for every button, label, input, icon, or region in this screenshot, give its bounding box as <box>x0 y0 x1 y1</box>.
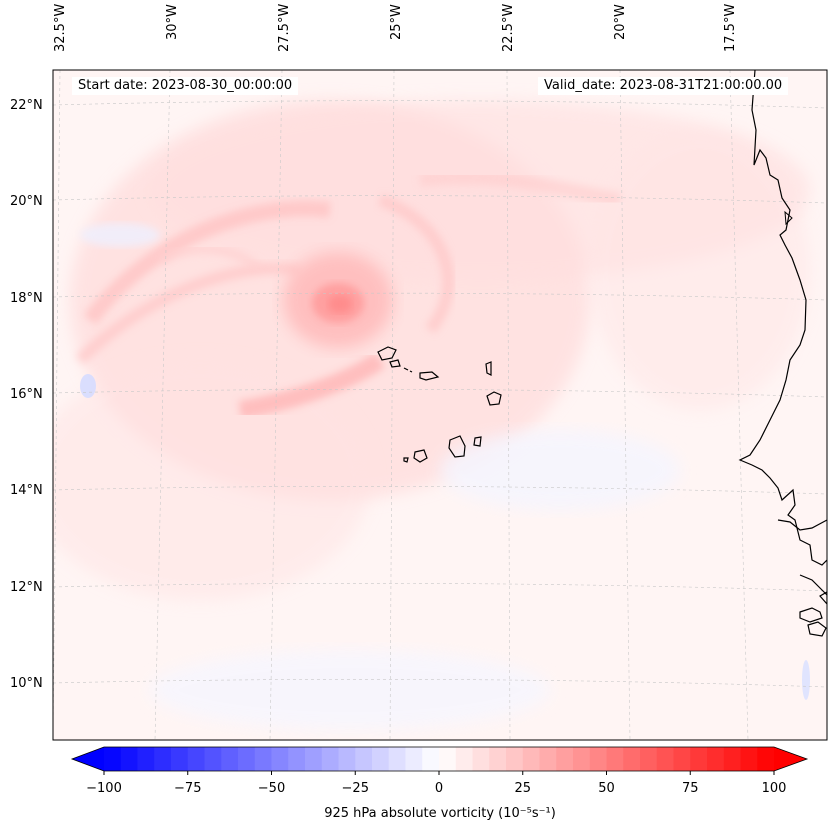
colorbar-tick-label: −25 <box>341 781 369 796</box>
lat-tick-label: 16°N <box>10 387 43 402</box>
colorbar-segment <box>321 747 340 771</box>
colorbar-segment <box>221 747 239 771</box>
colorbar-segment <box>757 747 775 771</box>
colorbar-segment <box>171 747 189 771</box>
colorbar-segment <box>455 747 474 771</box>
colorbar-segment <box>472 747 490 771</box>
graticule <box>53 70 827 740</box>
start-date-label: Start date: 2023-08-30_00:00:00 <box>72 77 299 95</box>
lon-tick-label: 25°W <box>389 4 404 40</box>
colorbar-max-extend <box>774 747 807 771</box>
colorbar <box>70 746 809 775</box>
colorbar-segment <box>723 747 742 771</box>
colorbar-segment <box>539 747 557 771</box>
colorbar-segment <box>522 747 541 771</box>
lat-tick-label: 12°N <box>10 580 43 595</box>
cabo-verde-islands <box>377 346 502 463</box>
vorticity-field <box>53 70 827 740</box>
colorbar-segment <box>573 747 591 771</box>
lat-tick-label: 20°N <box>10 194 43 209</box>
lat-tick-label: 10°N <box>10 676 43 691</box>
africa-coastline <box>738 70 827 566</box>
colorbar-segment <box>372 747 390 771</box>
lon-tick-label: 20°W <box>613 4 628 40</box>
colorbar-segment <box>707 747 725 771</box>
colorbar-tick-label: 0 <box>434 781 444 796</box>
colorbar-min-extend <box>72 747 104 771</box>
colorbar-segment <box>506 747 524 771</box>
colorbar-segment <box>154 747 172 771</box>
colorbar-tick-label: 25 <box>514 781 532 796</box>
colorbar-tick-label: −50 <box>257 781 286 796</box>
colorbar-segment <box>640 747 658 771</box>
colorbar-segment <box>254 747 273 771</box>
colorbar-segment <box>338 747 356 771</box>
colorbar-segment <box>439 747 457 771</box>
colorbar-segment <box>355 747 373 771</box>
colorbar-segment <box>104 747 122 771</box>
colorbar-segment <box>388 747 407 771</box>
colorbar-segment <box>673 747 691 771</box>
colorbar-segment <box>204 747 222 771</box>
colorbar-segment <box>238 747 256 771</box>
colorbar-segment <box>422 747 440 771</box>
colorbar-tick-label: 75 <box>681 781 699 796</box>
colorbar-segment <box>187 747 206 771</box>
lon-tick-label: 17.5°W <box>723 3 738 52</box>
colorbar-segment <box>690 747 708 771</box>
colorbar-label: 925 hPa absolute vorticity (10⁻⁵s⁻¹) <box>324 806 556 821</box>
colorbar-segment <box>405 747 423 771</box>
colorbar-tick-label: −75 <box>174 781 202 796</box>
colorbar-segment <box>288 747 306 771</box>
colorbar-segment <box>120 747 139 771</box>
colorbar-tick-label: 50 <box>598 781 615 796</box>
colorbar-tick-label: −100 <box>86 781 122 796</box>
colorbar-segment <box>606 747 624 771</box>
lat-tick-label: 18°N <box>10 291 43 306</box>
colorbar-segment <box>137 747 155 771</box>
colorbar-tick-label: 100 <box>761 781 787 796</box>
colorbar-segment <box>489 747 507 771</box>
colorbar-segment <box>589 747 608 771</box>
colorbar-segment <box>656 747 675 771</box>
colorbar-segment <box>740 747 758 771</box>
colorbar-segment <box>623 747 641 771</box>
colorbar-segment <box>556 747 574 771</box>
lon-tick-label: 32.5°W <box>53 3 68 52</box>
map-frame <box>52 69 828 741</box>
lon-tick-label: 30°W <box>165 4 180 40</box>
lat-tick-label: 14°N <box>10 483 43 498</box>
colorbar-segment <box>271 747 289 771</box>
valid-date-label: Valid_date: 2023-08-31T21:00:00.00 <box>538 77 789 95</box>
lon-tick-label: 22.5°W <box>501 3 516 52</box>
colorbar-segment <box>305 747 323 771</box>
lat-tick-label: 22°N <box>10 98 43 113</box>
lon-tick-label: 27.5°W <box>277 3 292 52</box>
